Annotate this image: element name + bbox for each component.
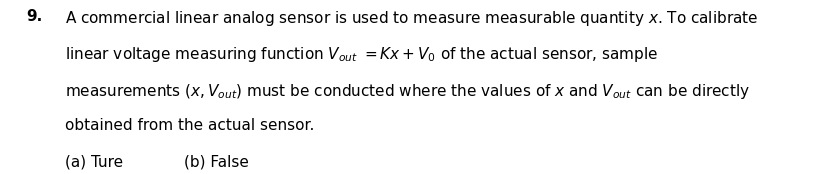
Text: 9.: 9.	[26, 9, 43, 24]
Text: (b) False: (b) False	[184, 155, 249, 170]
Text: linear voltage measuring function $\mathit{V}_{\mathit{out}}$ $= \mathit{Kx} + \: linear voltage measuring function $\math…	[65, 45, 658, 64]
Text: A commercial linear analog sensor is used to measure measurable quantity $\mathi: A commercial linear analog sensor is use…	[65, 9, 759, 28]
Text: (a) Ture: (a) Ture	[65, 155, 124, 170]
Text: measurements $(\mathit{x}, \mathit{V}_{\mathit{out}})$ must be conducted where t: measurements $(\mathit{x}, \mathit{V}_{\…	[65, 82, 751, 101]
Text: obtained from the actual sensor.: obtained from the actual sensor.	[65, 118, 315, 133]
